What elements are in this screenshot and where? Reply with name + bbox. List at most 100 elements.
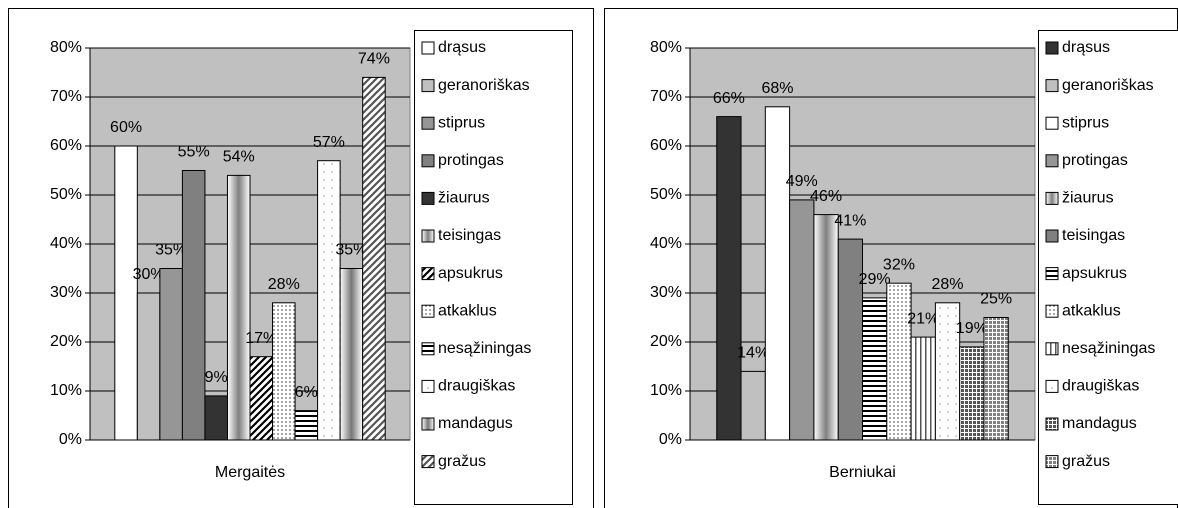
data-label: 28%: [932, 276, 964, 293]
bar: [339, 268, 364, 441]
legend-label: žiaurus: [1062, 190, 1114, 207]
legend-swatch: [1045, 229, 1059, 243]
data-label: 68%: [761, 80, 793, 97]
legend-swatch: [421, 116, 435, 130]
y-tick-label: 70%: [650, 88, 682, 105]
legend-label: teisingas: [1062, 227, 1125, 244]
legend-swatch: [1045, 304, 1059, 318]
legend-swatch: [421, 267, 435, 281]
legend-label: draugiškas: [438, 378, 515, 395]
legend-label: žiaurus: [438, 190, 490, 207]
legend-label: gražus: [1062, 453, 1110, 470]
legend-label: atkaklus: [1062, 302, 1121, 319]
legend-swatch: [421, 455, 435, 469]
data-label: 6%: [295, 384, 318, 401]
legend-label: nesąžiningas: [438, 340, 531, 357]
bar: [740, 370, 766, 441]
legend-label: apsukrus: [438, 265, 503, 282]
legend-swatch: [421, 417, 435, 431]
bar: [159, 268, 183, 441]
data-label: 28%: [268, 276, 300, 293]
legend-swatch: [421, 154, 435, 168]
bar: [764, 106, 791, 441]
bar: [249, 356, 274, 441]
legend-label: mandagus: [1062, 415, 1137, 432]
y-tick-label: 40%: [650, 235, 682, 252]
bar: [181, 170, 206, 441]
data-label: 54%: [223, 149, 255, 166]
data-label: 32%: [883, 256, 915, 273]
bar: [114, 145, 138, 441]
y-tick-label: 80%: [650, 39, 682, 56]
bar: [362, 76, 386, 441]
y-tick-label: 0%: [659, 431, 682, 448]
x-tick-label: Mergaitės: [215, 464, 285, 481]
legend-label: protingas: [438, 152, 504, 169]
y-tick-label: 0%: [59, 431, 82, 448]
data-label: 19%: [956, 320, 988, 337]
data-label: 17%: [245, 330, 277, 347]
legend-swatch: [1045, 379, 1059, 393]
legend-swatch: [421, 304, 435, 318]
legend-label: teisingas: [438, 227, 501, 244]
legend-label: gražus: [438, 453, 486, 470]
y-tick-label: 70%: [50, 88, 82, 105]
legend-label: nesąžiningas: [1062, 340, 1155, 357]
legend-swatch: [1045, 79, 1059, 93]
legend-swatch: [1045, 342, 1059, 356]
bar: [789, 199, 815, 441]
legend-swatch: [1045, 455, 1059, 469]
bar: [294, 410, 319, 441]
legend-swatch: [1045, 417, 1059, 431]
legend-swatch: [1045, 116, 1059, 130]
legend-label: geranoriškas: [438, 77, 530, 94]
legend-swatch: [1045, 154, 1059, 168]
bar: [862, 297, 888, 441]
legend-swatch: [421, 342, 435, 356]
legend-swatch: [1045, 191, 1059, 205]
legend-label: draugiškas: [1062, 378, 1139, 395]
legend-label: geranoriškas: [1062, 77, 1154, 94]
legend-label: protingas: [1062, 152, 1128, 169]
legend-swatch: [421, 379, 435, 393]
x-tick-label: Berniukai: [829, 464, 896, 481]
legend-label: drąsus: [1062, 39, 1110, 56]
bar: [136, 292, 161, 441]
legend-label: apsukrus: [1062, 265, 1127, 282]
legend-label: drąsus: [438, 39, 486, 56]
data-label: 35%: [155, 242, 187, 259]
data-label: 57%: [313, 134, 345, 151]
data-label: 25%: [980, 291, 1012, 308]
data-label: 9%: [205, 369, 228, 386]
data-label: 66%: [713, 90, 745, 107]
data-label: 60%: [110, 119, 142, 136]
data-label: 21%: [907, 310, 939, 327]
legend-label: stiprus: [1062, 114, 1109, 131]
bar: [910, 336, 936, 441]
legend-swatch: [421, 41, 435, 55]
y-tick-label: 60%: [50, 137, 82, 154]
data-label: 74%: [358, 51, 390, 68]
data-label: 30%: [133, 266, 165, 283]
legend-swatch: [1045, 41, 1059, 55]
data-label: 41%: [834, 212, 866, 229]
legend-box: [1038, 30, 1178, 505]
legend-label: stiprus: [438, 114, 485, 131]
legend-swatch: [421, 229, 435, 243]
bar: [837, 238, 863, 441]
y-tick-label: 80%: [50, 39, 82, 56]
bar: [959, 346, 985, 441]
data-label: 46%: [810, 188, 842, 205]
y-tick-label: 50%: [650, 186, 682, 203]
data-label: 14%: [737, 345, 769, 362]
y-tick-label: 20%: [650, 333, 682, 350]
bar: [716, 116, 742, 441]
bar: [983, 317, 1009, 441]
y-tick-label: 30%: [650, 284, 682, 301]
legend-swatch: [421, 191, 435, 205]
y-tick-label: 50%: [50, 186, 82, 203]
data-label: 55%: [178, 144, 210, 161]
y-tick-label: 20%: [50, 333, 82, 350]
legend-label: mandagus: [438, 415, 513, 432]
legend-label: atkaklus: [438, 302, 497, 319]
